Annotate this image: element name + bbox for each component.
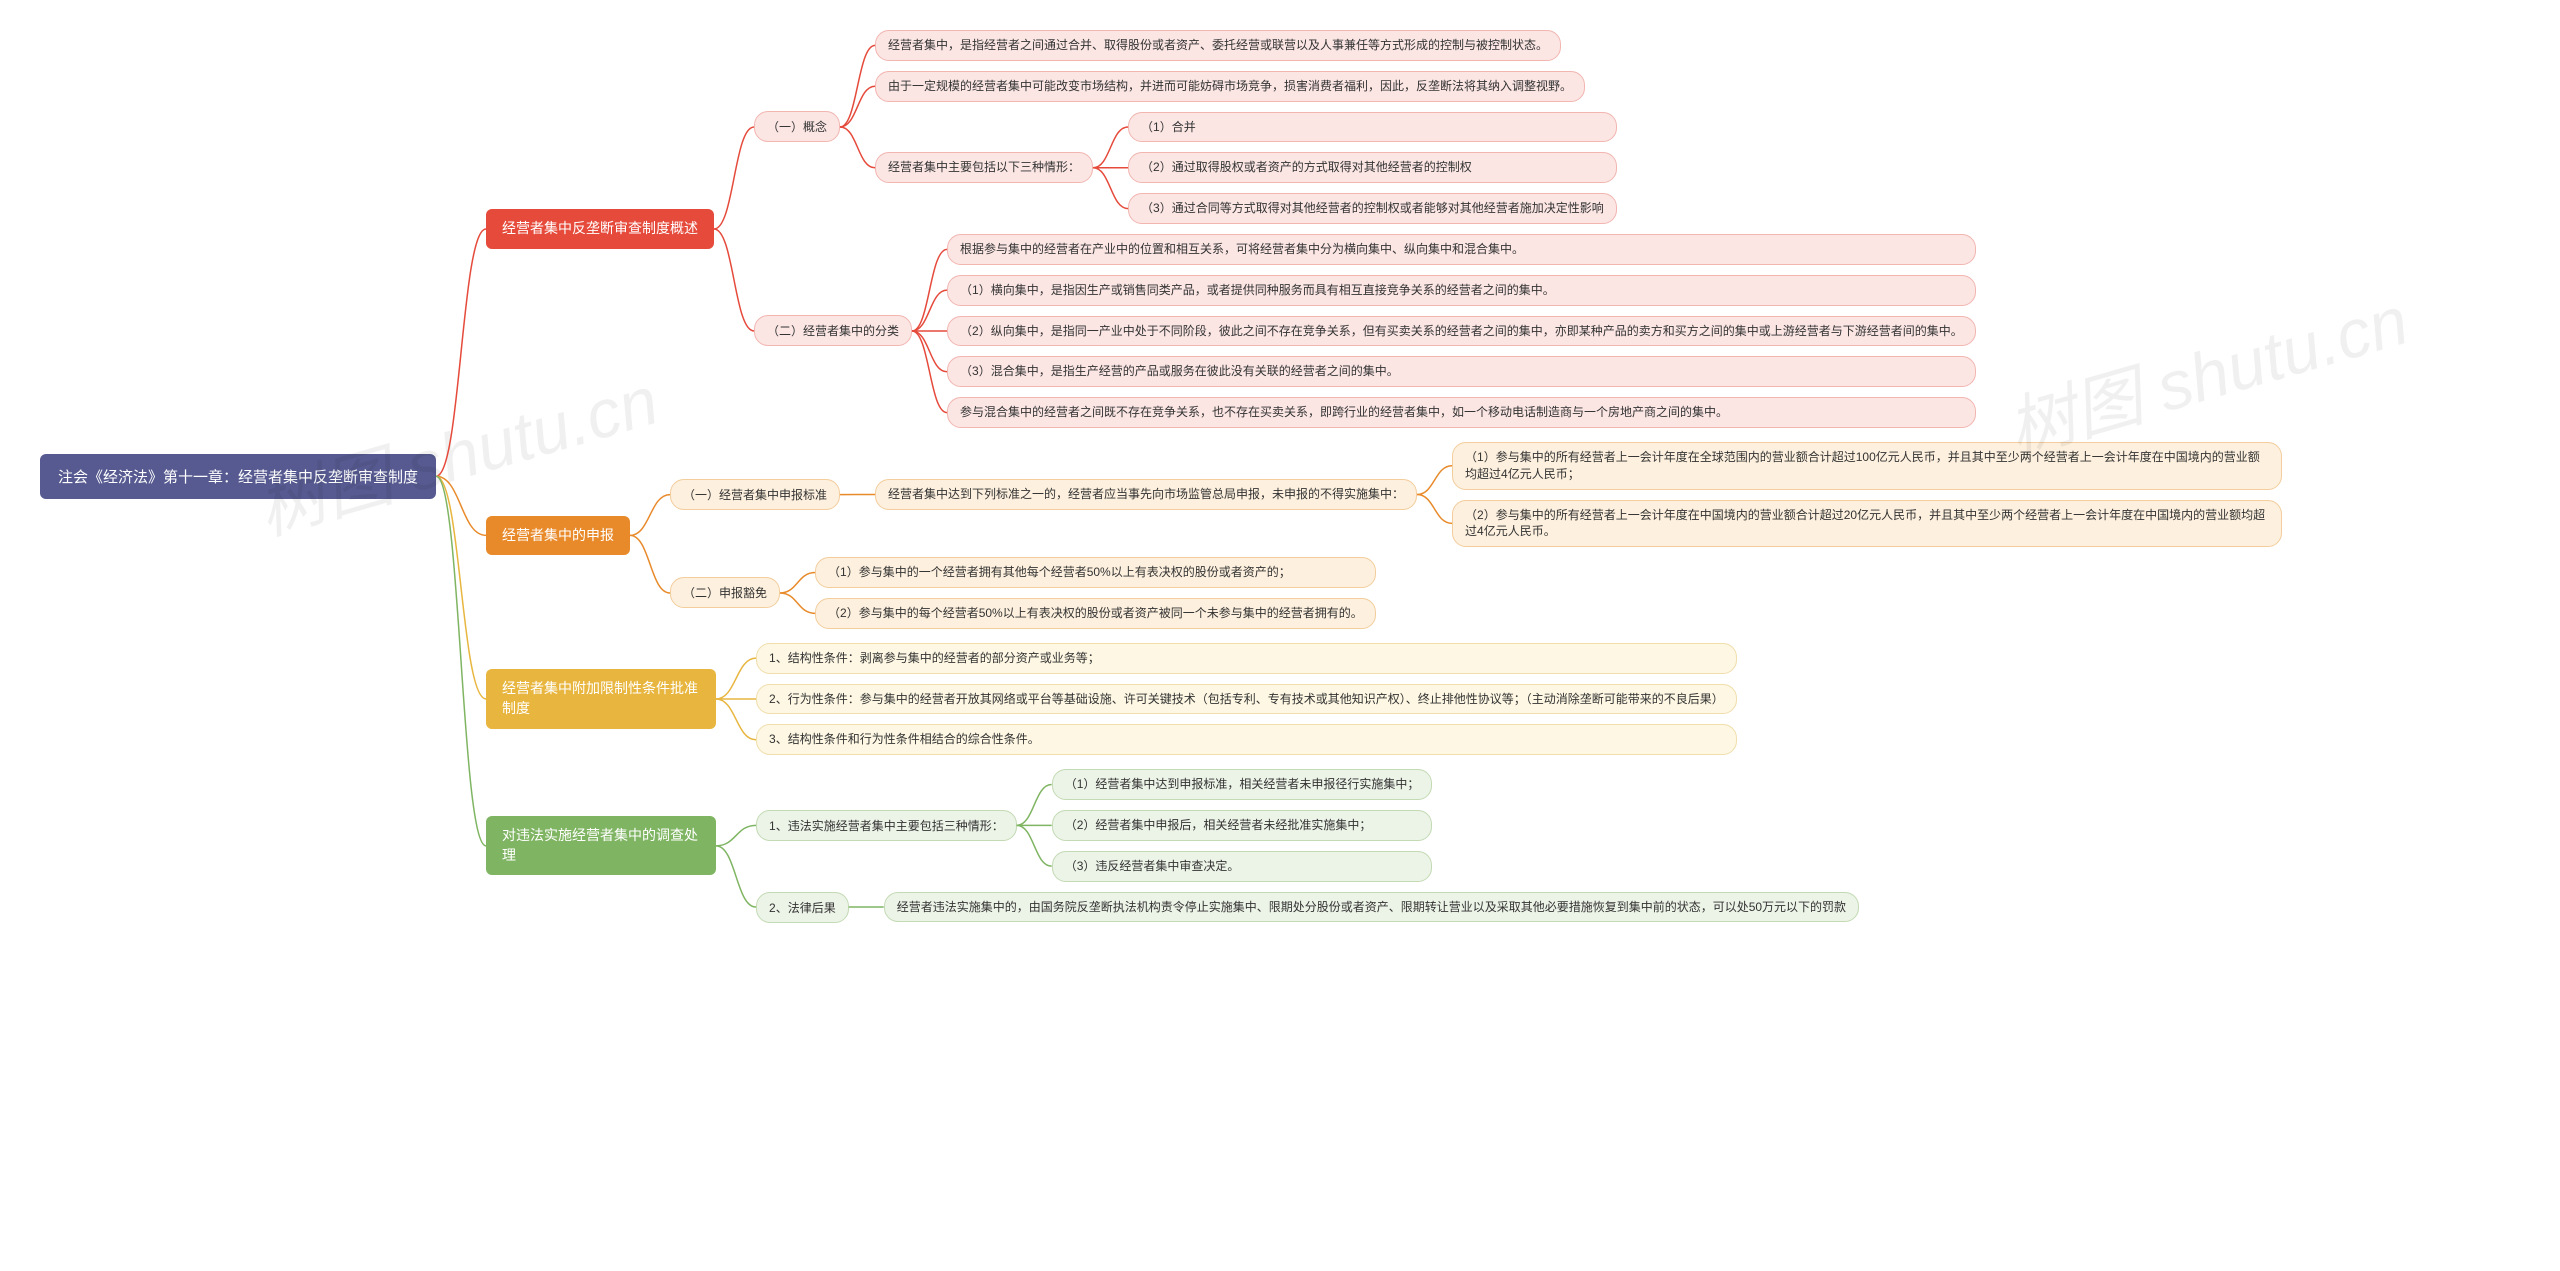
- node-illegal-forms[interactable]: 1、违法实施经营者集中主要包括三种情形：: [756, 810, 1017, 841]
- leaf-node[interactable]: 经营者集中，是指经营者之间通过合并、取得股份或者资产、委托经营或联营以及人事兼任…: [875, 30, 1561, 61]
- branch-children: （一）概念 经营者集中，是指经营者之间通过合并、取得股份或者资产、委托经营或联营…: [754, 30, 1976, 428]
- sub-branch: （二）申报豁免 （1）参与集中的一个经营者拥有其他每个经营者50%以上有表决权的…: [670, 557, 2282, 629]
- leaf-node[interactable]: （1）参与集中的所有经营者上一会计年度在全球范围内的营业额合计超过100亿元人民…: [1452, 442, 2282, 490]
- leaf-node[interactable]: （2）通过取得股权或者资产的方式取得对其他经营者的控制权: [1128, 152, 1617, 183]
- leaf-wrap: 经营者集中主要包括以下三种情形： （1）合并 （2）通过取得股权或者资产的方式取…: [875, 112, 1617, 224]
- node-exemption[interactable]: （二）申报豁免: [670, 577, 780, 608]
- node-concept[interactable]: （一）概念: [754, 111, 840, 142]
- leaf-node[interactable]: （1）经营者集中达到申报标准，相关经营者未申报径行实施集中；: [1052, 769, 1433, 800]
- branch-children: 1、违法实施经营者集中主要包括三种情形： （1）经营者集中达到申报标准，相关经营…: [756, 769, 1859, 922]
- root-children: 经营者集中反垄断审查制度概述 （一）概念 经营者集中，是指经营者之间通过合并、取…: [486, 30, 2282, 923]
- branch-children: 1、结构性条件：剥离参与集中的经营者的部分资产或业务等； 2、行为性条件：参与集…: [756, 643, 1737, 755]
- sub-branch: 2、法律后果 经营者违法实施集中的，由国务院反垄断执法机构责令停止实施集中、限期…: [756, 892, 1859, 923]
- leaf-wrap: 经营者集中达到下列标准之一的，经营者应当事先向市场监管总局申报，未申报的不得实施…: [875, 442, 2282, 547]
- node-standard[interactable]: （一）经营者集中申报标准: [670, 479, 840, 510]
- root-node[interactable]: 注会《经济法》第十一章：经营者集中反垄断审查制度: [40, 454, 436, 499]
- node-classification[interactable]: （二）经营者集中的分类: [754, 315, 912, 346]
- sub-branch: （一）概念 经营者集中，是指经营者之间通过合并、取得股份或者资产、委托经营或联营…: [754, 30, 1976, 224]
- branch-children: （一）经营者集中申报标准 经营者集中达到下列标准之一的，经营者应当事先向市场监管…: [670, 442, 2282, 629]
- leaf-node[interactable]: 参与混合集中的经营者之间既不存在竞争关系，也不存在买卖关系，即跨行业的经营者集中…: [947, 397, 1976, 428]
- root-wrapper: 注会《经济法》第十一章：经营者集中反垄断审查制度 经营者集中反垄断审查制度概述 …: [40, 30, 2520, 923]
- branch-header[interactable]: 经营者集中附加限制性条件批准制度: [486, 669, 716, 728]
- branch-conditions: 经营者集中附加限制性条件批准制度 1、结构性条件：剥离参与集中的经营者的部分资产…: [486, 643, 2282, 755]
- leaf-node[interactable]: 2、行为性条件：参与集中的经营者开放其网络或平台等基础设施、许可关键技术（包括专…: [756, 684, 1737, 715]
- mindmap-container: 树图 shutu.cn 树图 shutu.cn 注会《经济法》第十一章：经营者集…: [40, 30, 2520, 923]
- leaf-node[interactable]: （2）纵向集中，是指同一产业中处于不同阶段，彼此之间不存在竞争关系，但有买卖关系…: [947, 316, 1976, 347]
- leaf-node[interactable]: （3）混合集中，是指生产经营的产品或服务在彼此没有关联的经营者之间的集中。: [947, 356, 1976, 387]
- sub-branch: （一）经营者集中申报标准 经营者集中达到下列标准之一的，经营者应当事先向市场监管…: [670, 442, 2282, 547]
- leaf-wrap: 由于一定规模的经营者集中可能改变市场结构，并进而可能妨碍市场竞争，损害消费者福利…: [875, 71, 1617, 102]
- leaf-wrap: 经营者集中，是指经营者之间通过合并、取得股份或者资产、委托经营或联营以及人事兼任…: [875, 30, 1617, 61]
- sub-children: （1）参与集中的所有经营者上一会计年度在全球范围内的营业额合计超过100亿元人民…: [1452, 442, 2282, 547]
- leaf-node[interactable]: 经营者集中主要包括以下三种情形：: [875, 152, 1093, 183]
- leaf-node[interactable]: （2）参与集中的每个经营者50%以上有表决权的股份或者资产被同一个未参与集中的经…: [815, 598, 1376, 629]
- leaf-node[interactable]: 经营者集中达到下列标准之一的，经营者应当事先向市场监管总局申报，未申报的不得实施…: [875, 479, 1417, 510]
- sub-branch: 1、违法实施经营者集中主要包括三种情形： （1）经营者集中达到申报标准，相关经营…: [756, 769, 1859, 881]
- branch-investigation: 对违法实施经营者集中的调查处理 1、违法实施经营者集中主要包括三种情形： （1）…: [486, 769, 2282, 922]
- leaf-node[interactable]: 经营者违法实施集中的，由国务院反垄断执法机构责令停止实施集中、限期处分股份或者资…: [884, 892, 1859, 923]
- sub-children: （1）参与集中的一个经营者拥有其他每个经营者50%以上有表决权的股份或者资产的；…: [815, 557, 1376, 629]
- node-legal-consequence[interactable]: 2、法律后果: [756, 892, 849, 923]
- branch-overview: 经营者集中反垄断审查制度概述 （一）概念 经营者集中，是指经营者之间通过合并、取…: [486, 30, 2282, 428]
- branch-header[interactable]: 经营者集中反垄断审查制度概述: [486, 209, 714, 249]
- sub-children: （1）经营者集中达到申报标准，相关经营者未申报径行实施集中； （2）经营者集中申…: [1052, 769, 1433, 881]
- sub-children: （1）合并 （2）通过取得股权或者资产的方式取得对其他经营者的控制权 （3）通过…: [1128, 112, 1617, 224]
- leaf-node[interactable]: （3）违反经营者集中审查决定。: [1052, 851, 1433, 882]
- branch-header[interactable]: 对违法实施经营者集中的调查处理: [486, 816, 716, 875]
- leaf-node[interactable]: （1）横向集中，是指因生产或销售同类产品，或者提供同种服务而具有相互直接竞争关系…: [947, 275, 1976, 306]
- branch-header[interactable]: 经营者集中的申报: [486, 516, 630, 556]
- sub-children: 经营者集中，是指经营者之间通过合并、取得股份或者资产、委托经营或联营以及人事兼任…: [875, 30, 1617, 224]
- sub-children: 经营者集中达到下列标准之一的，经营者应当事先向市场监管总局申报，未申报的不得实施…: [875, 442, 2282, 547]
- branch-declaration: 经营者集中的申报 （一）经营者集中申报标准 经营者集中达到下列标准之一的，经营者…: [486, 442, 2282, 629]
- leaf-node[interactable]: （1）参与集中的一个经营者拥有其他每个经营者50%以上有表决权的股份或者资产的；: [815, 557, 1376, 588]
- leaf-node[interactable]: （2）经营者集中申报后，相关经营者未经批准实施集中；: [1052, 810, 1433, 841]
- leaf-node[interactable]: （3）通过合同等方式取得对其他经营者的控制权或者能够对其他经营者施加决定性影响: [1128, 193, 1617, 224]
- leaf-node[interactable]: 根据参与集中的经营者在产业中的位置和相互关系，可将经营者集中分为横向集中、纵向集…: [947, 234, 1976, 265]
- sub-children: 经营者违法实施集中的，由国务院反垄断执法机构责令停止实施集中、限期处分股份或者资…: [884, 892, 1859, 923]
- sub-children: 根据参与集中的经营者在产业中的位置和相互关系，可将经营者集中分为横向集中、纵向集…: [947, 234, 1976, 428]
- leaf-node[interactable]: 1、结构性条件：剥离参与集中的经营者的部分资产或业务等；: [756, 643, 1737, 674]
- leaf-node[interactable]: 3、结构性条件和行为性条件相结合的综合性条件。: [756, 724, 1737, 755]
- leaf-node[interactable]: 由于一定规模的经营者集中可能改变市场结构，并进而可能妨碍市场竞争，损害消费者福利…: [875, 71, 1585, 102]
- sub-branch: （二）经营者集中的分类 根据参与集中的经营者在产业中的位置和相互关系，可将经营者…: [754, 234, 1976, 428]
- leaf-node[interactable]: （1）合并: [1128, 112, 1617, 143]
- leaf-node[interactable]: （2）参与集中的所有经营者上一会计年度在中国境内的营业额合计超过20亿元人民币，…: [1452, 500, 2282, 548]
